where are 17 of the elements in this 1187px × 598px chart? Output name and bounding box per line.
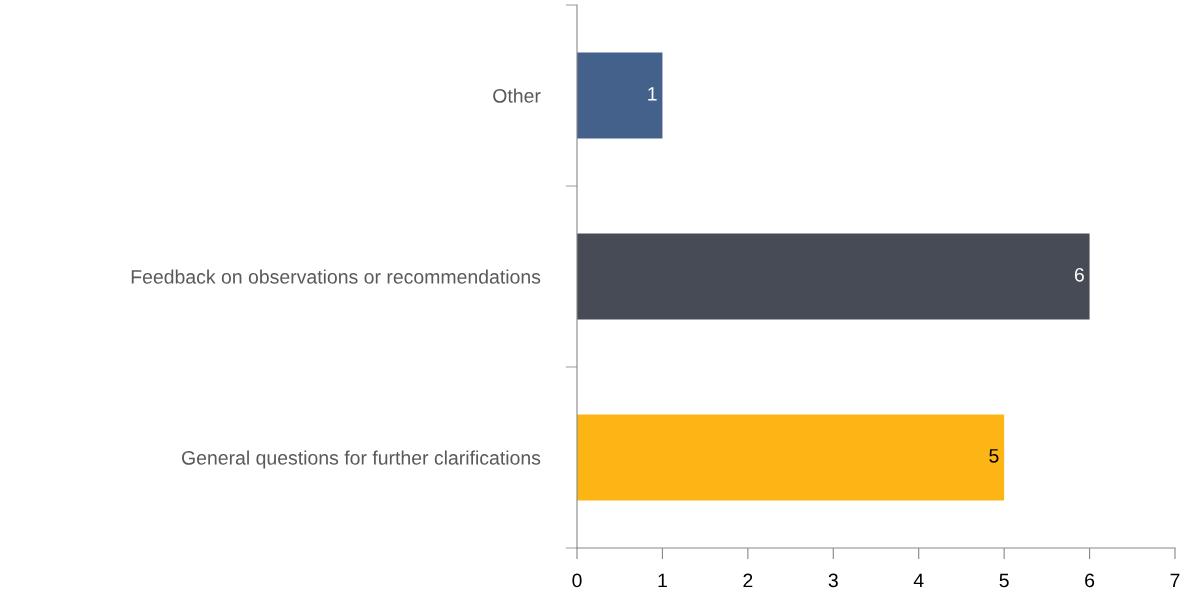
bar [577, 414, 1005, 501]
x-tick-label: 1 [658, 573, 667, 588]
x-tick-label: 6 [1085, 573, 1095, 588]
data-label: 5 [989, 449, 999, 463]
y-tick-label: Other [493, 88, 541, 103]
x-tick-label: 5 [999, 573, 1009, 588]
y-tick-label: General questions for further clarifications [182, 450, 541, 469]
data-label: 6 [1074, 267, 1084, 282]
bar [577, 52, 663, 139]
x-tick-label: 4 [913, 573, 924, 588]
x-tick-label: 3 [828, 573, 838, 588]
x-tick-label: 7 [1170, 573, 1180, 588]
x-tick-label: 2 [743, 573, 753, 588]
y-tick-label: Feedback on observations or recommendations [131, 269, 541, 284]
bar [577, 233, 1090, 320]
data-label: 1 [648, 87, 657, 101]
x-tick-label: 0 [572, 573, 582, 588]
